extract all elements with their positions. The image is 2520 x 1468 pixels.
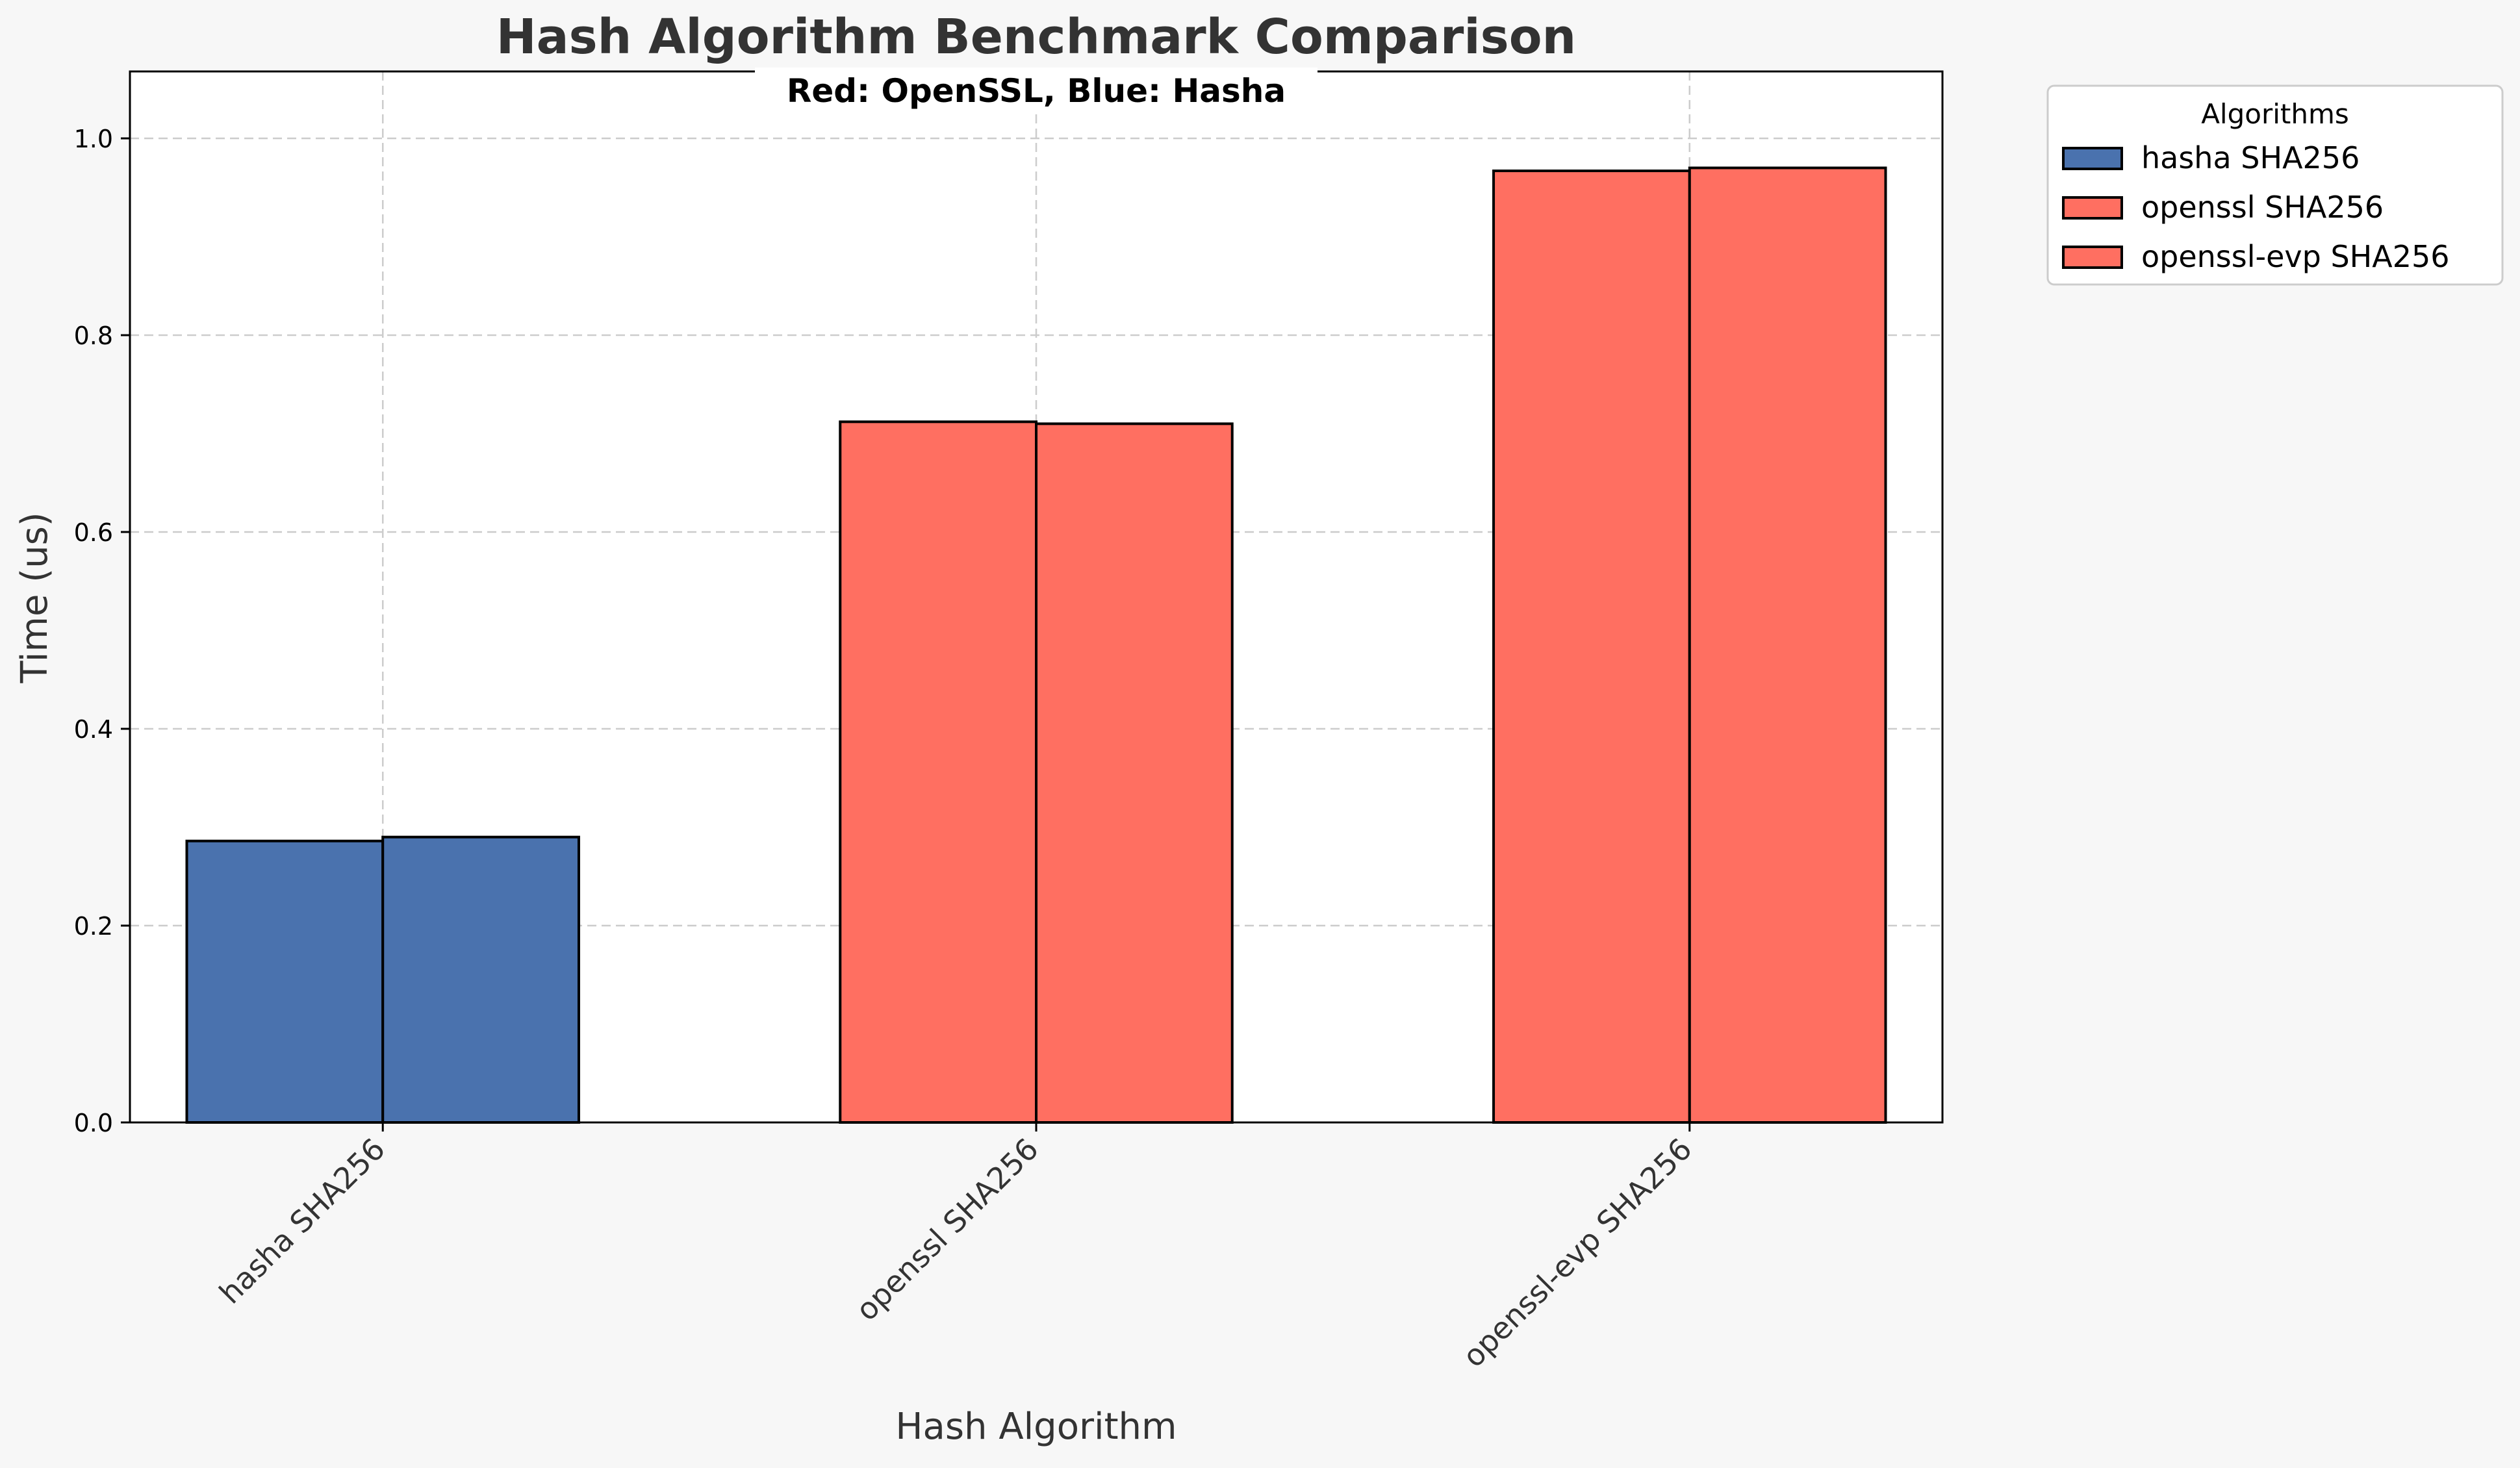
bar <box>185 839 385 1124</box>
legend-entry-label: openssl-evp SHA256 <box>2141 239 2450 274</box>
subtitle-box <box>755 68 1317 113</box>
bar <box>839 420 1037 1124</box>
chart-subtitle: Red: OpenSSL, Blue: Hasha <box>787 72 1286 110</box>
legend: Algorithms hasha SHA256 openssl SHA256 ope… <box>2046 84 2504 286</box>
bar <box>381 835 580 1124</box>
legend-entry-label: openssl SHA256 <box>2141 190 2384 225</box>
chart-title: Hash Algorithm Benchmark Comparison <box>496 9 1577 65</box>
y-tick-label: 0.8 <box>74 322 113 350</box>
y-axis: 0.0 0.2 0.4 0.6 0.8 1.0 <box>74 125 130 1137</box>
legend-box <box>2046 84 2504 286</box>
y-tick-label: 0.6 <box>74 518 113 547</box>
x-axis-label: Hash Algorithm <box>895 1406 1177 1448</box>
y-tick-label: 0.2 <box>74 912 113 941</box>
legend-entry-label: hasha SHA256 <box>2141 140 2360 175</box>
y-axis-label: Time (us) <box>14 512 56 683</box>
y-tick-label: 1.0 <box>74 125 113 153</box>
y-tick-label: 0.0 <box>74 1109 113 1137</box>
legend-title: Algorithms <box>2201 98 2349 130</box>
bar <box>1492 170 1691 1124</box>
bar <box>1035 422 1234 1124</box>
legend-swatch <box>2062 147 2123 170</box>
bars <box>185 166 1887 1124</box>
legend-swatch <box>2062 246 2123 269</box>
legend-swatch <box>2062 196 2123 220</box>
bar <box>1688 166 1887 1124</box>
y-tick-label: 0.4 <box>74 715 113 744</box>
